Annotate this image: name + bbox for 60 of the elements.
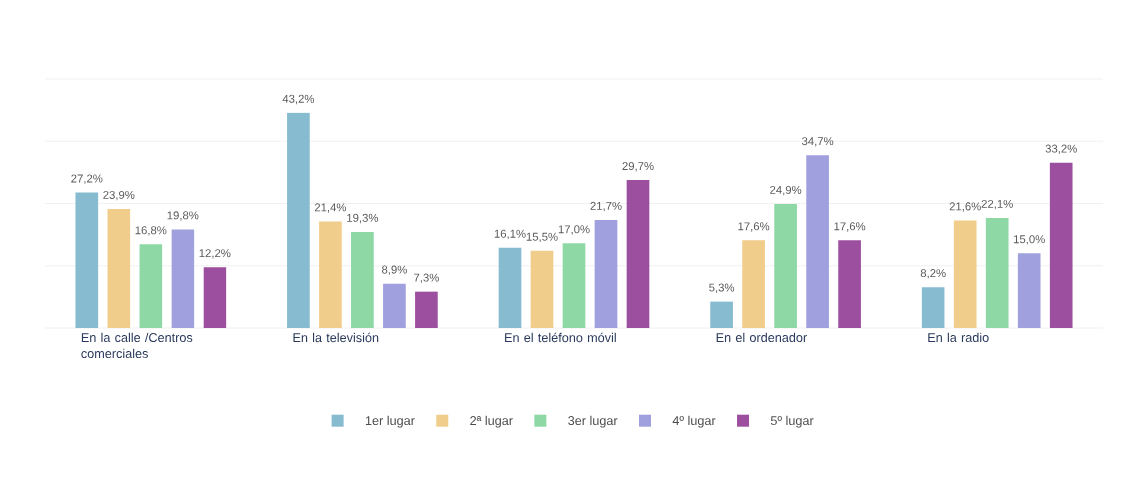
data-label: 7,3% [414,273,439,283]
bar [626,180,650,328]
data-label: 21,6% [949,202,981,212]
data-label: 43,2% [282,94,315,105]
bar [383,283,406,328]
data-label: 8,9% [381,265,407,275]
data-label: 8,2% [920,269,946,279]
data-label: 24,9% [770,185,802,196]
legend-label: 2ª lugar [470,415,513,428]
data-label: 12,2% [199,249,231,259]
bar [287,112,310,328]
data-label: 17,6% [834,222,866,232]
bar [139,244,163,328]
data-label: 33,2% [1045,144,1077,154]
data-label: 19,8% [167,211,199,221]
bar [953,220,977,328]
x-tick-label: En el ordenador [716,332,807,343]
bar [415,291,438,328]
bar [351,231,374,328]
x-tick-label: En la radio [928,332,989,343]
data-label: 27,2% [71,174,103,184]
data-label: 17,6% [738,222,770,232]
bar [710,301,733,328]
data-label: 16,1% [494,229,526,240]
legend-label: 3er lugar [568,415,618,428]
data-label: 17,0% [558,225,590,235]
data-label: 21,7% [590,201,622,212]
bar [1017,253,1041,328]
bar [742,240,765,328]
bar [1049,162,1073,328]
bar [594,219,618,328]
x-tick-label: En la calle /Centros comerciales [81,332,193,359]
bar [921,287,945,328]
bar [498,247,522,328]
x-tick-label: En la televisión [293,332,379,343]
data-label: 23,9% [103,190,135,201]
data-label: 15,0% [1013,235,1045,245]
bar [203,267,227,328]
legend-label: 4º lugar [672,415,716,428]
bar [806,155,829,328]
bar [319,221,342,328]
bar [985,217,1009,328]
bar [562,243,586,328]
data-label: 21,4% [314,203,347,213]
data-label: 22,1% [981,199,1013,210]
bar [774,204,797,328]
data-label: 5,3% [709,283,735,293]
legend-label: 1er lugar [365,415,415,428]
data-label: 34,7% [801,137,834,147]
bar [530,250,554,328]
data-label: 29,7% [622,162,654,172]
x-tick-label: En el teléfono móvil [505,332,616,343]
legend-label: 5º lugar [770,415,814,428]
data-label: 19,3% [347,213,379,224]
data-label: 16,8% [135,226,167,236]
bar [75,192,99,328]
data-label: 15,5% [526,232,558,243]
bar [838,240,861,328]
bar [171,229,195,328]
bar [107,208,131,328]
